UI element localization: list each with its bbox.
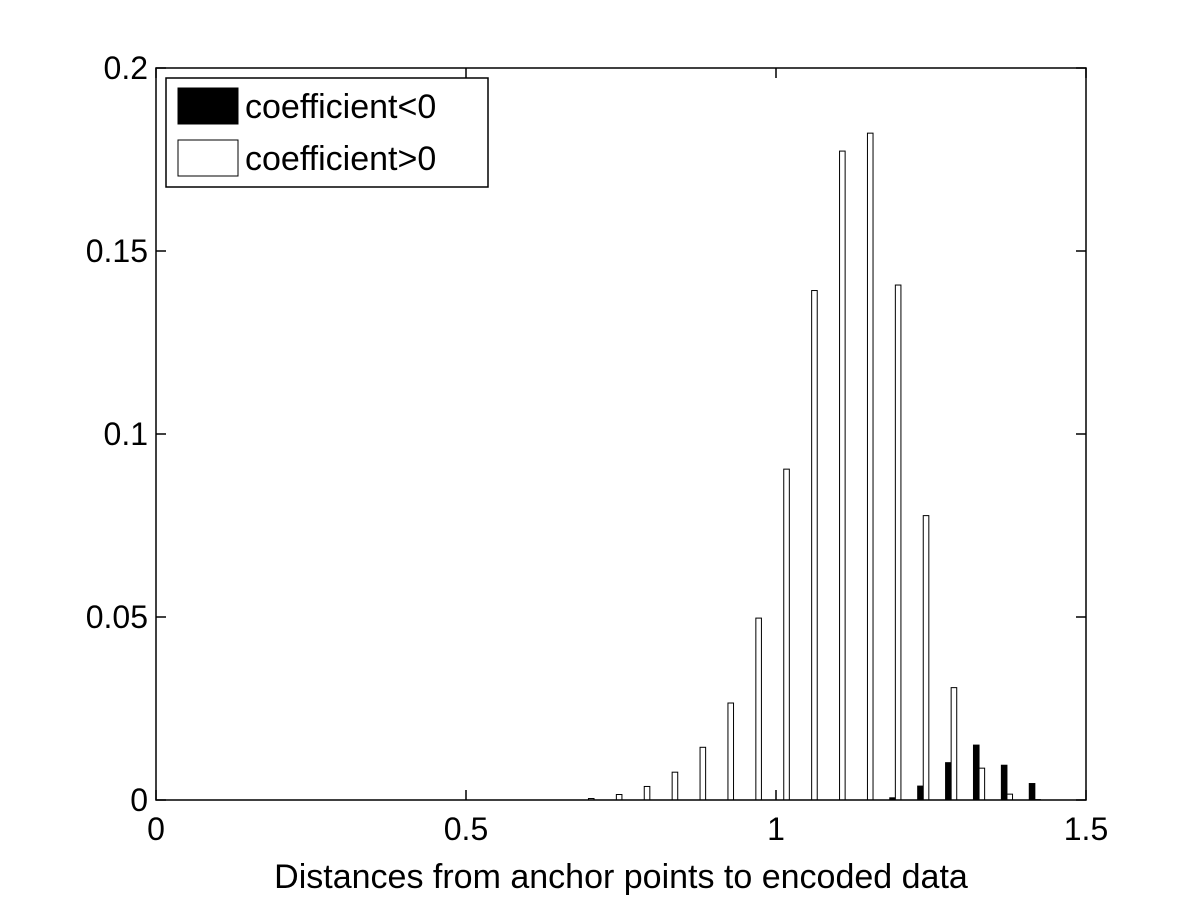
y-tick-label-2: 0.1 — [104, 416, 148, 452]
bar-positive-25 — [866, 132, 874, 801]
bar-positive-17 — [643, 785, 651, 801]
bar-positive-19 — [699, 746, 707, 801]
x-tick-label-2: 1 — [767, 811, 785, 847]
bar-positive-20 — [727, 702, 735, 801]
legend-swatch-positive — [177, 139, 239, 177]
bar-negative-28 — [945, 762, 952, 801]
bar-positive-28 — [950, 687, 958, 801]
bar-positive-29 — [978, 767, 986, 801]
bar-positive-27 — [922, 515, 930, 801]
y-tick-label-3: 0.15 — [86, 233, 148, 269]
bar-positive-26 — [894, 284, 902, 801]
bar-positive-18 — [671, 771, 679, 801]
bar-positive-22 — [783, 468, 790, 801]
ticks-group: 0 0.5 1 1.5 0 0.05 0.1 0.15 0.2 — [86, 50, 1109, 847]
x-tick-label-0: 0 — [147, 811, 165, 847]
bar-positive-16 — [615, 794, 623, 801]
bar-negative-29 — [972, 744, 980, 801]
y-tick-label-1: 0.05 — [86, 599, 148, 635]
x-tick-label-1: 0.5 — [444, 811, 488, 847]
bar-negative-27 — [917, 785, 924, 801]
plot-border — [155, 67, 1087, 801]
legend: coefficient<0 coefficient>0 — [165, 77, 489, 188]
bar-positive-21 — [755, 617, 762, 801]
bar-negative-31 — [1028, 783, 1036, 801]
legend-label-positive: coefficient>0 — [245, 140, 436, 178]
bar-negative-30 — [1000, 764, 1008, 801]
y-tick-label-4: 0.2 — [104, 50, 148, 86]
y-tick-label-0: 0 — [130, 782, 148, 818]
plot-area — [156, 68, 1086, 800]
legend-swatch-negative — [177, 87, 239, 125]
bar-positive-24 — [839, 150, 846, 801]
bar-positive-30 — [1006, 793, 1014, 801]
x-tick-label-3: 1.5 — [1064, 811, 1108, 847]
legend-label-negative: coefficient<0 — [245, 88, 436, 126]
x-axis-label: Distances from anchor points to encoded … — [274, 858, 968, 896]
bar-positive-23 — [811, 290, 818, 801]
